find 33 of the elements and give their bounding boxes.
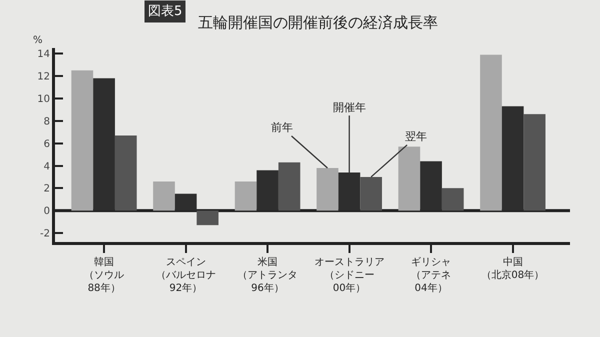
x-tick-label: スペイン（バルセロナ92年） [156, 257, 216, 294]
y-tick-label: 6 [44, 138, 50, 150]
bar [316, 168, 338, 211]
x-tick-label: 中国（北京08年） [481, 256, 544, 281]
bar [114, 135, 137, 211]
text: 図表5 [148, 4, 182, 19]
y-axis-title: % [33, 35, 43, 46]
y-tick-label: 12 [37, 72, 50, 83]
bar [398, 146, 420, 211]
bar [153, 181, 175, 211]
bar [234, 181, 257, 211]
bar [71, 70, 94, 211]
y-tick-label: 2 [44, 184, 50, 195]
bar [360, 176, 382, 211]
bar [442, 188, 464, 211]
bar [524, 114, 546, 211]
bar [196, 210, 218, 226]
bar [278, 162, 300, 211]
x-tick-label: 米国（アトランタ96年） [238, 256, 298, 294]
x-tick-label: オーストラリア（シドニー00年） [314, 257, 384, 294]
x-tick-label: 韓国（ソウル88年） [84, 256, 124, 294]
x-tick-label: ギリシャ（アテネ04年） [411, 256, 452, 294]
y-tick-label: -2 [40, 228, 50, 240]
text: 開催年 [333, 101, 366, 114]
text: 前年 [271, 121, 293, 134]
text: 翌年 [405, 130, 427, 143]
y-tick-label: 14 [37, 49, 50, 60]
y-tick-label: 8 [44, 116, 50, 128]
y-tick-label: 4 [44, 161, 50, 172]
bar [480, 54, 502, 211]
chart-title: 五輪開催国の開催前後の経済成長率 [198, 13, 438, 32]
y-tick-label: 10 [37, 94, 50, 105]
y-tick-label: 0 [44, 206, 50, 218]
